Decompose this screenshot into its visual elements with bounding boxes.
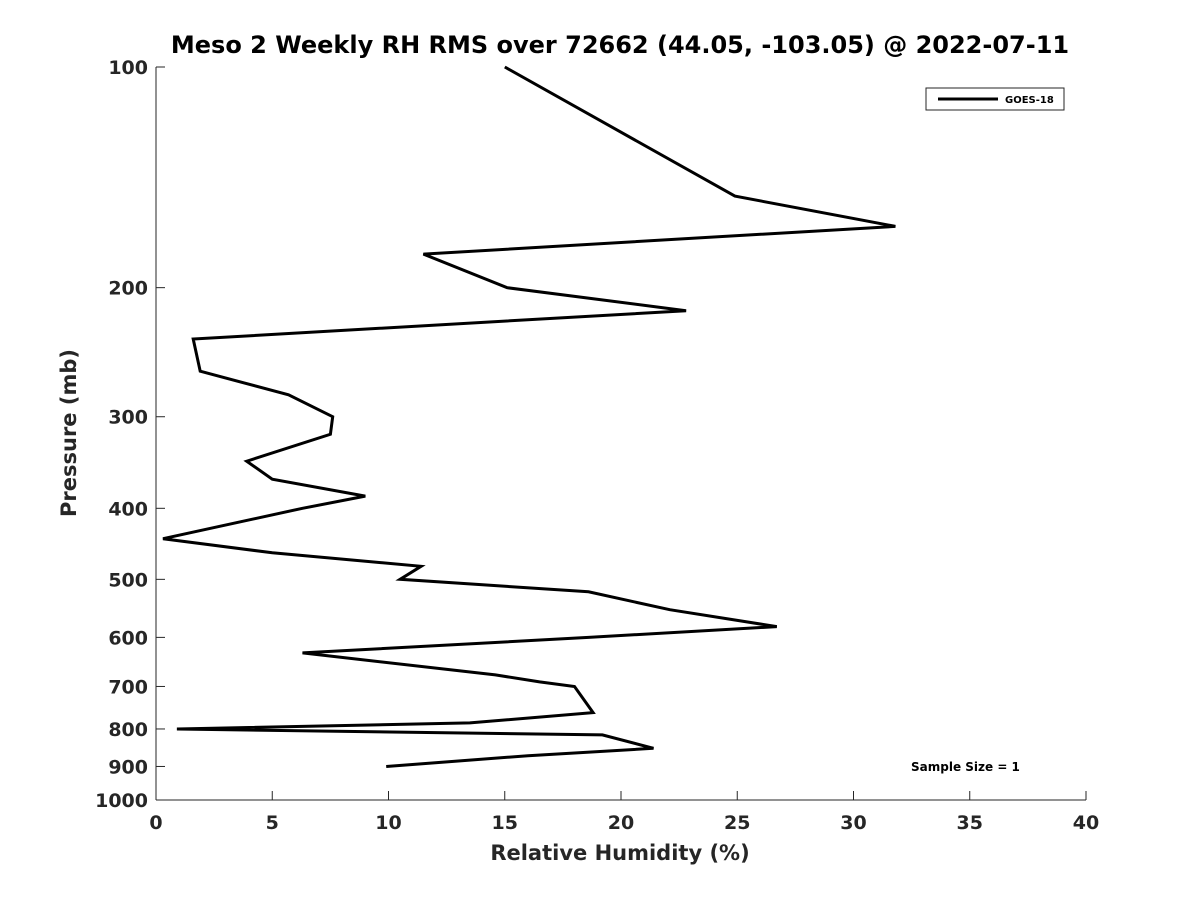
x-tick-label: 10 — [375, 812, 401, 834]
y-axis-label: Pressure (mb) — [57, 349, 81, 517]
x-tick-label: 5 — [266, 812, 279, 834]
y-tick-label: 500 — [108, 569, 148, 591]
y-tick-label: 600 — [108, 627, 148, 649]
x-tick-label: 0 — [149, 812, 162, 834]
y-axis-ticks: 100 200 300 400 500 600 700 800 900 1000 — [95, 57, 165, 812]
y-tick-label: 300 — [108, 407, 148, 429]
x-axis-ticks: 0 5 10 15 20 25 30 35 40 — [149, 791, 1099, 834]
sample-size-annotation: Sample Size = 1 — [911, 760, 1020, 774]
x-tick-label: 30 — [840, 812, 866, 834]
x-tick-label: 40 — [1073, 812, 1099, 834]
x-tick-label: 25 — [724, 812, 750, 834]
series-layer — [162, 65, 896, 768]
y-tick-label: 200 — [108, 278, 148, 300]
y-tick-label: 100 — [108, 57, 148, 79]
series-line-goes-18 — [162, 65, 896, 768]
x-tick-label: 15 — [492, 812, 518, 834]
x-axis-label: Relative Humidity (%) — [490, 841, 749, 865]
legend-entry-goes-18: GOES-18 — [1005, 95, 1054, 106]
x-tick-label: 35 — [957, 812, 983, 834]
y-tick-label: 700 — [108, 676, 148, 698]
y-tick-label: 1000 — [95, 790, 148, 812]
plot-axes — [155, 67, 1086, 801]
y-tick-label: 400 — [108, 498, 148, 520]
y-tick-label: 900 — [108, 756, 148, 778]
y-tick-label: 800 — [108, 719, 148, 741]
legend: GOES-18 — [925, 87, 1065, 111]
x-tick-label: 20 — [608, 812, 634, 834]
chart-title: Meso 2 Weekly RH RMS over 72662 (44.05, … — [171, 31, 1069, 59]
